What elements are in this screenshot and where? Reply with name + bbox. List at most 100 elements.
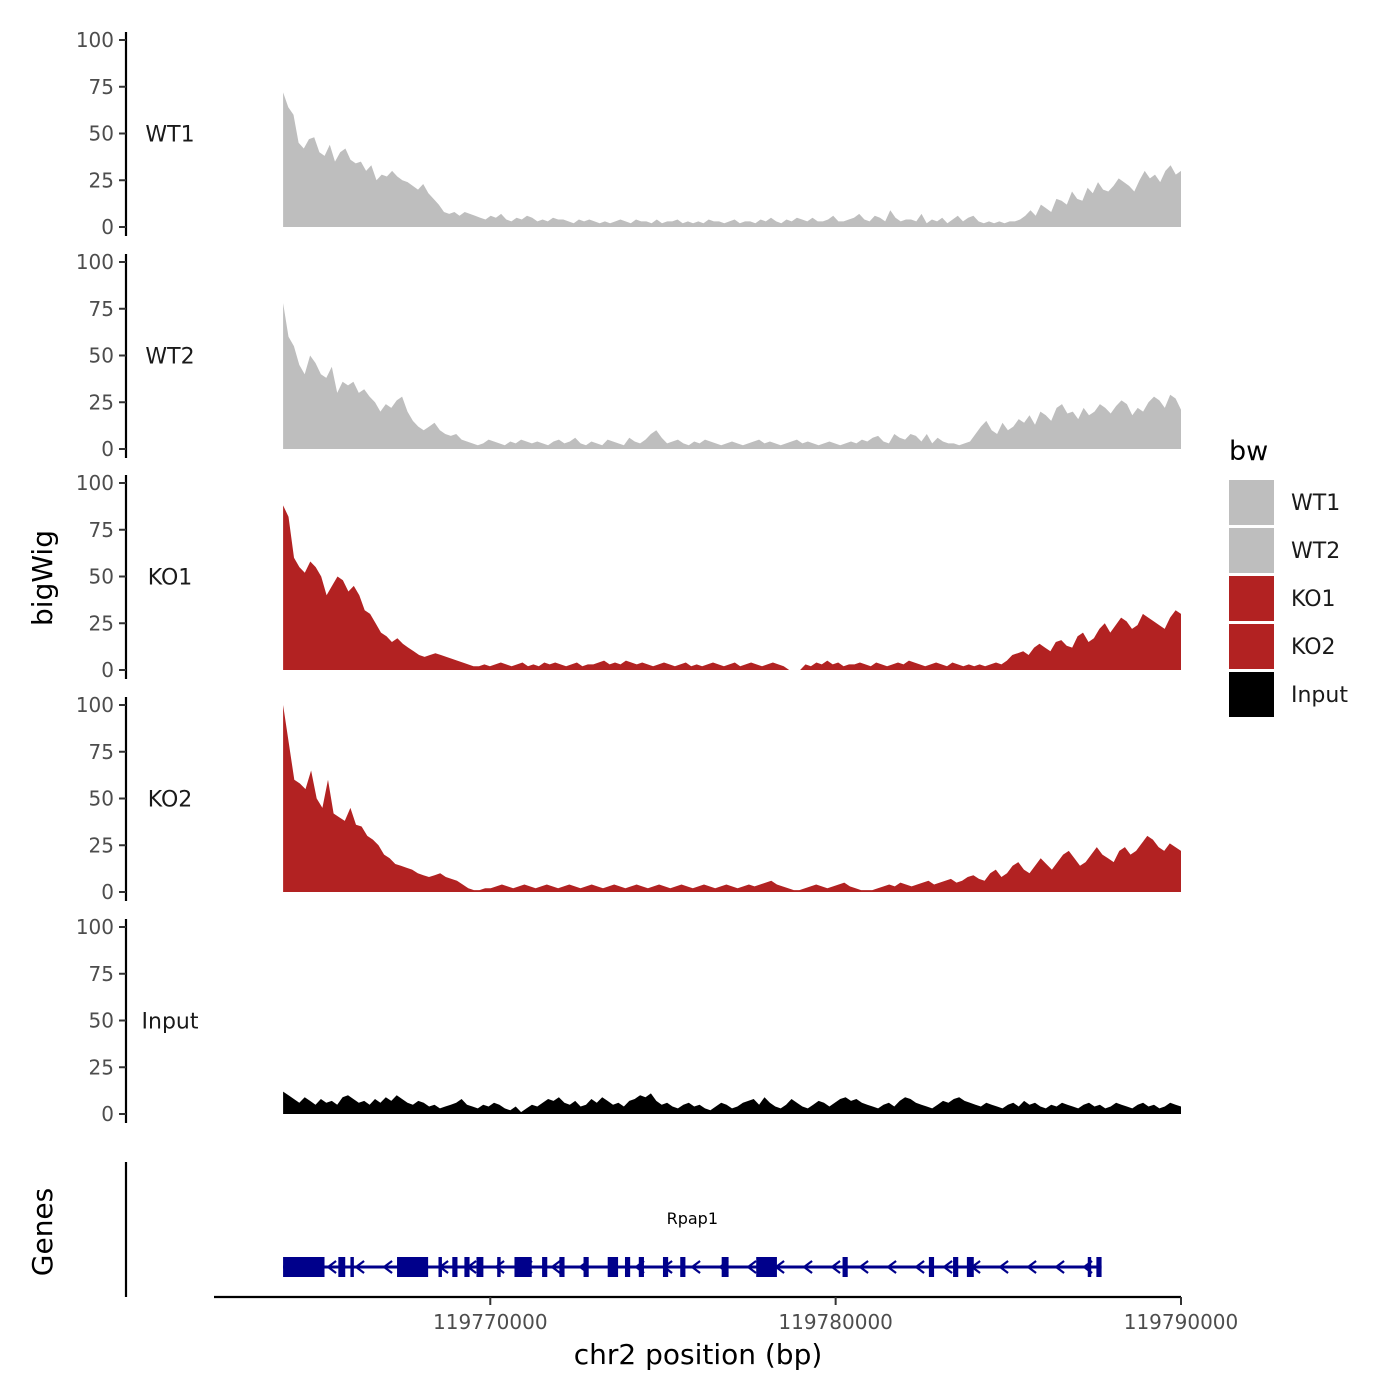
gene-exon [542,1257,548,1277]
strand-arrow [830,1260,841,1274]
y-tick-label: 0 [101,1102,114,1126]
genes-axis-title: Genes [26,1188,59,1276]
legend-label: WT1 [1291,491,1340,516]
strand-arrow [1054,1260,1065,1274]
x-axis-title: chr2 position (bp) [574,1338,823,1371]
gene-exon [1096,1257,1102,1277]
gene-exon [721,1257,729,1277]
track-input: 0 25 50 75 100 Input [76,915,1182,1126]
y-tick-label: 25 [89,1055,114,1079]
signal-tracks: 0 25 50 75 100 WT1 0 25 50 75 100 WT2 0 25 50 75 100 KO1 0… [76,28,1182,1126]
y-tick-label: 100 [76,693,114,717]
gene-exon [662,1257,669,1277]
strand-arrow [494,1260,505,1274]
strand-arrow [886,1260,897,1274]
y-tick-label: 100 [76,250,114,274]
gene-exon [624,1257,631,1277]
y-tick-label: 50 [89,787,114,811]
legend-label: KO2 [1291,635,1336,660]
legend-key-ko2 [1229,624,1274,669]
gene-exon [1087,1257,1092,1277]
area-wt1 [283,92,1182,228]
strand-arrow [914,1260,925,1274]
y-tick-label: 50 [89,1009,114,1033]
legend: bw WT1 WT2 KO1 KO2 Input [1229,436,1348,717]
area-ko1 [283,505,1182,670]
track-label: Input [142,1010,199,1035]
y-tick-label: 100 [76,915,114,939]
y-tick-label: 50 [89,565,114,589]
strand-arrow [1026,1260,1037,1274]
gene-exon [397,1257,429,1277]
x-tick-label: 119780000 [778,1310,893,1334]
y-tick-label: 75 [89,75,114,99]
strand-arrow [858,1260,869,1274]
gene-exon [680,1257,686,1277]
y-tick-label: 0 [101,880,114,904]
legend-label: WT2 [1291,539,1340,564]
track-label: KO1 [148,566,193,591]
gene-exon [559,1257,565,1277]
strand-arrow [354,1260,365,1274]
area-ko2 [283,705,1182,892]
track-label: WT1 [145,123,194,148]
y-tick-label: 25 [89,833,114,857]
y-tick-label: 25 [89,390,114,414]
y-tick-label: 75 [89,740,114,764]
legend-label: Input [1291,683,1348,708]
gene-exon [842,1257,848,1277]
strand-arrow [746,1260,757,1274]
track-ko2: 0 25 50 75 100 KO2 [76,693,1182,904]
y-tick-label: 50 [89,122,114,146]
track-wt1: 0 25 50 75 100 WT1 [76,28,1182,239]
gene-exon [497,1257,501,1277]
area-input [283,1091,1182,1114]
y-tick-label: 25 [89,611,114,635]
strand-arrow [382,1260,393,1274]
gene-exon [476,1257,484,1277]
gene-exon [583,1257,589,1277]
strand-arrow [690,1260,701,1274]
x-tick-label: 119790000 [1124,1310,1239,1334]
gene-exon [452,1257,458,1277]
gene-exon [638,1257,644,1277]
gene-exon [464,1257,470,1277]
legend-key-wt1 [1229,480,1274,525]
legend-label: KO1 [1291,587,1336,612]
gene-exon [438,1257,442,1277]
gene-exon [607,1257,619,1277]
y-axis-title: bigWig [26,530,59,626]
y-tick-label: 0 [101,215,114,239]
y-tick-label: 75 [89,518,114,542]
gene-exon [928,1257,935,1277]
track-label: WT2 [145,345,194,370]
y-tick-label: 100 [76,471,114,495]
track-ko1: 0 25 50 75 100 KO1 [76,471,1182,682]
strand-arrow [998,1260,1009,1274]
track-wt2: 0 25 50 75 100 WT2 [76,250,1182,461]
legend-key-wt2 [1229,528,1274,573]
y-tick-label: 75 [89,962,114,986]
gene-exon [350,1257,354,1277]
gene-exon [283,1257,325,1277]
strand-arrow [942,1260,953,1274]
gene-exon [966,1257,974,1277]
y-tick-label: 25 [89,168,114,192]
strand-arrow [326,1260,337,1274]
legend-title: bw [1229,436,1268,467]
track-label: KO2 [148,788,193,813]
genes-track: Rpap1 [124,1162,1102,1297]
x-axis: 119770000 119780000 119790000 [214,1295,1239,1334]
y-tick-label: 75 [89,297,114,321]
gene-exon [514,1257,532,1277]
y-tick-label: 50 [89,344,114,368]
strand-arrow [550,1260,561,1274]
y-tick-label: 100 [76,28,114,52]
area-wt2 [283,303,1182,449]
strand-arrow [802,1260,813,1274]
legend-key-input [1229,672,1274,717]
gene-exon [756,1257,777,1277]
legend-key-ko1 [1229,576,1274,621]
y-tick-label: 0 [101,437,114,461]
